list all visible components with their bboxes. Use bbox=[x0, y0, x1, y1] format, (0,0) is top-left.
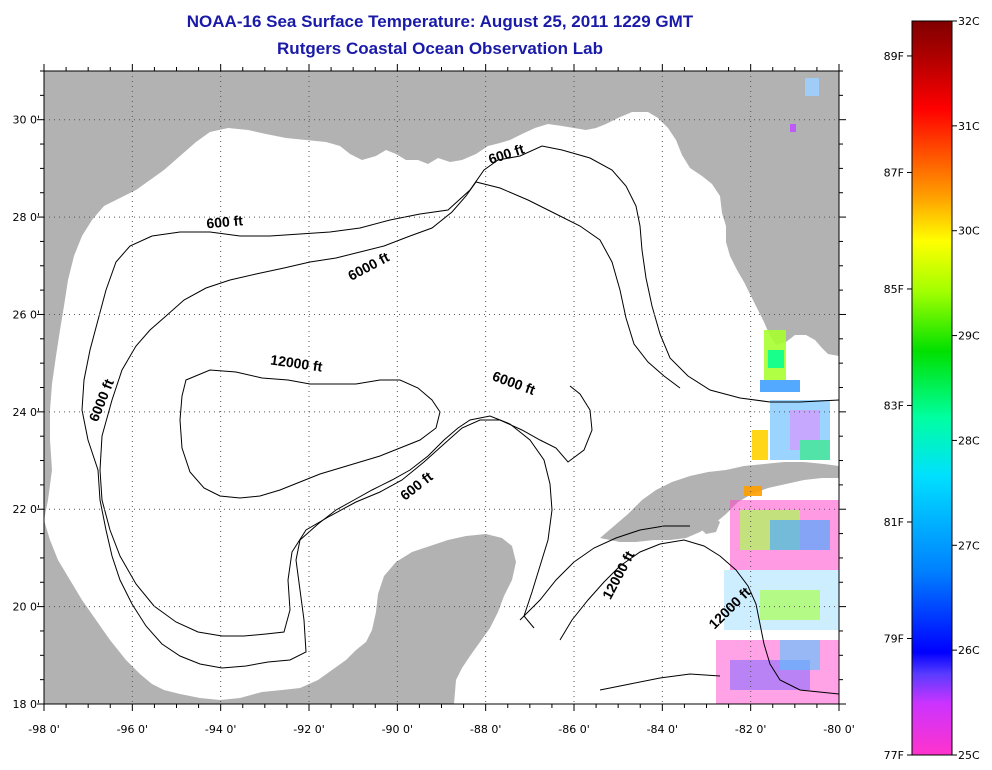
lon-tick-label: -98 0' bbox=[28, 723, 60, 736]
lon-tick-label: -92 0' bbox=[293, 723, 325, 736]
lon-tick-label: -90 0' bbox=[382, 723, 414, 736]
lat-tick-label: 20 0' bbox=[12, 601, 40, 614]
axis-ticks bbox=[37, 64, 846, 711]
contour-600ft-east bbox=[151, 145, 839, 403]
colorbar-c-label: 32C bbox=[958, 15, 980, 28]
colorbar-ticks: 32C 31C 30C 29C 28C 27C 26C 25C 89F 87F 85F 83F 81F 7… bbox=[884, 15, 980, 762]
contour-label: 12000 ft bbox=[270, 352, 324, 375]
lat-tick-label: 28 0' bbox=[12, 211, 40, 224]
lat-tick-label: 30 0' bbox=[12, 114, 40, 127]
lat-tick-label: 26 0' bbox=[12, 308, 40, 321]
contour-6000ft bbox=[99, 385, 593, 637]
colorbar: 32C 31C 30C 29C 28C 27C 26C 25C 89F 87F 85F 83F 81F 7… bbox=[884, 15, 980, 762]
contour-shelf-south bbox=[599, 673, 721, 691]
colorbar-f-label: 85F bbox=[884, 283, 904, 296]
land-isla-juventud bbox=[700, 516, 720, 534]
colorbar-f-label: 83F bbox=[884, 399, 904, 412]
contour-12000ft bbox=[179, 369, 441, 499]
colorbar-f-label: 77F bbox=[884, 749, 904, 762]
lon-tick-label: -86 0' bbox=[558, 723, 590, 736]
lat-tick-label: 22 0' bbox=[12, 503, 40, 516]
contour-label: 600 ft bbox=[206, 212, 244, 231]
depth-contours bbox=[81, 145, 839, 695]
lon-tick-label: -80 0' bbox=[823, 723, 855, 736]
colorbar-f-label: 79F bbox=[884, 632, 904, 645]
colorbar-f-label: 81F bbox=[884, 516, 904, 529]
contour-6000ft-north bbox=[101, 181, 681, 437]
colorbar-c-label: 25C bbox=[958, 749, 980, 762]
land-cuba bbox=[600, 462, 839, 542]
lon-tick-label: -84 0' bbox=[647, 723, 679, 736]
lon-tick-label: -94 0' bbox=[205, 723, 237, 736]
colorbar-c-label: 28C bbox=[958, 434, 980, 447]
lon-tick-label: -82 0' bbox=[735, 723, 767, 736]
land-mexico bbox=[44, 520, 516, 704]
map-title: NOAA-16 Sea Surface Temperature: August … bbox=[186, 12, 694, 31]
colorbar-c-label: 27C bbox=[958, 539, 980, 552]
colorbar-c-label: 30C bbox=[958, 225, 980, 238]
lon-tick-label: -88 0' bbox=[470, 723, 502, 736]
colorbar-f-label: 87F bbox=[884, 166, 904, 179]
land-us bbox=[44, 71, 839, 520]
lat-tick-label: 24 0' bbox=[12, 406, 40, 419]
land-bahamas bbox=[800, 264, 816, 282]
contour-12000ft-caribbean bbox=[559, 539, 839, 695]
axis-labels: -98 0' -96 0' -94 0' -92 0' -90 0' -88 0' -86 … bbox=[12, 114, 854, 736]
lat-tick-label: 18 0' bbox=[12, 698, 40, 711]
map-subtitle: Rutgers Coastal Ocean Observation Lab bbox=[277, 39, 603, 58]
lat-lon-grid bbox=[44, 71, 839, 704]
colorbar-c-label: 26C bbox=[958, 644, 980, 657]
colorbar-c-label: 31C bbox=[958, 120, 980, 133]
colorbar-c-label: 29C bbox=[958, 330, 980, 343]
colorbar-f-label: 89F bbox=[884, 50, 904, 63]
colorbar-scale bbox=[911, 20, 953, 756]
contour-600ft-caribbean bbox=[519, 525, 690, 621]
lon-tick-label: -96 0' bbox=[117, 723, 149, 736]
contour-600ft bbox=[81, 235, 553, 669]
sst-data bbox=[716, 78, 839, 704]
